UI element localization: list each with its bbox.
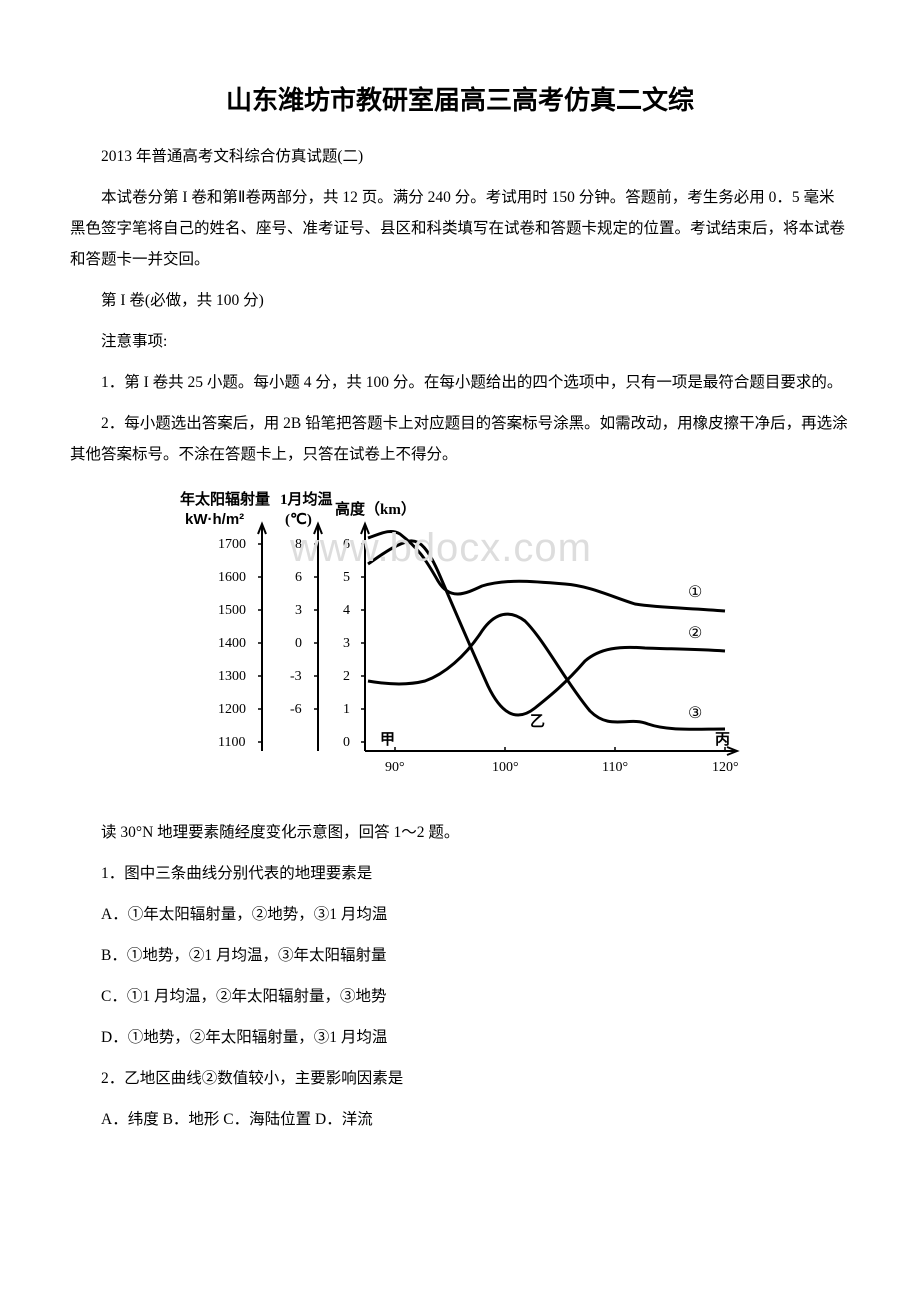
- y1-tick: 1500: [218, 603, 246, 618]
- y3-tick: 0: [343, 735, 350, 750]
- option-1d: D．①地势，②年太阳辐射量，③1 月均温: [70, 1022, 850, 1053]
- option-1a: A．①年太阳辐射量，②地势，③1 月均温: [70, 899, 850, 930]
- y3-tick: 3: [343, 636, 350, 651]
- y1-tick: 1700: [218, 537, 246, 552]
- region-bing: 丙: [715, 731, 730, 748]
- question-intro: 读 30°N 地理要素随经度变化示意图，回答 1～2 题。: [70, 817, 850, 848]
- curve-2: [368, 541, 725, 715]
- question-1: 1．图中三条曲线分别代表的地理要素是: [70, 858, 850, 889]
- y1-tick: 1600: [218, 570, 246, 585]
- notice-item-2: 2．每小题选出答案后，用 2B 铅笔把答题卡上对应题目的答案标号涂黑。如需改动，…: [70, 408, 850, 470]
- y1-title: 年太阳辐射量: [180, 490, 270, 508]
- option-2-all: A．纬度 B．地形 C．海陆位置 D．洋流: [70, 1104, 850, 1135]
- notice-header: 注意事项:: [70, 326, 850, 357]
- y2-tick: -6: [290, 702, 302, 717]
- y3-tick: 6: [343, 537, 350, 552]
- region-yi: 乙: [530, 714, 545, 730]
- y3-tick: 2: [343, 669, 350, 684]
- x-tick: 120°: [712, 760, 739, 775]
- y1-unit: kW·h/m²: [185, 511, 244, 528]
- section-header: 第 I 卷(必做，共 100 分): [70, 285, 850, 316]
- y1-tick: 1400: [218, 636, 246, 651]
- x-tick: 110°: [602, 760, 628, 775]
- curve-3-label: ③: [688, 705, 702, 722]
- option-1c: C．①1 月均温，②年太阳辐射量，③地势: [70, 981, 850, 1012]
- y2-tick: 3: [295, 603, 302, 618]
- y3-tick: 1: [343, 702, 350, 717]
- exam-instructions: 本试卷分第 I 卷和第Ⅱ卷两部分，共 12 页。满分 240 分。考试用时 15…: [70, 182, 850, 275]
- notice-item-1: 1．第 I 卷共 25 小题。每小题 4 分，共 100 分。在每小题给出的四个…: [70, 367, 850, 398]
- y1-tick: 1300: [218, 669, 246, 684]
- question-2: 2．乙地区曲线②数值较小，主要影响因素是: [70, 1063, 850, 1094]
- y2-unit: (℃): [285, 512, 312, 528]
- x-tick: 100°: [492, 760, 519, 775]
- option-1b: B．①地势，②1 月均温，③年太阳辐射量: [70, 940, 850, 971]
- y2-tick: 6: [295, 570, 302, 585]
- geography-chart: www.bdocx.com 年太阳辐射量 kW·h/m² 1月均温 (℃) 高度…: [170, 486, 750, 801]
- y2-title: 1月均温: [280, 490, 333, 508]
- curve-3: [368, 614, 725, 729]
- x-tick: 90°: [385, 760, 405, 775]
- y3-title: 高度（km）: [335, 500, 416, 518]
- y3-tick: 4: [343, 603, 350, 618]
- y2-tick: 0: [295, 636, 302, 651]
- page-title: 山东潍坊市教研室届高三高考仿真二文综: [70, 80, 850, 117]
- exam-subtitle: 2013 年普通高考文科综合仿真试题(二): [70, 141, 850, 172]
- y1-tick: 1100: [218, 735, 245, 750]
- y2-tick: 8: [295, 537, 302, 552]
- curve-2-label: ②: [688, 625, 702, 642]
- chart-svg: 年太阳辐射量 kW·h/m² 1月均温 (℃) 高度（km） 1700 1600…: [170, 486, 750, 796]
- y2-tick: -3: [290, 669, 302, 684]
- y3-tick: 5: [343, 570, 350, 585]
- y1-tick: 1200: [218, 702, 246, 717]
- region-jia: 甲: [380, 731, 395, 748]
- curve-1-label: ①: [688, 584, 702, 601]
